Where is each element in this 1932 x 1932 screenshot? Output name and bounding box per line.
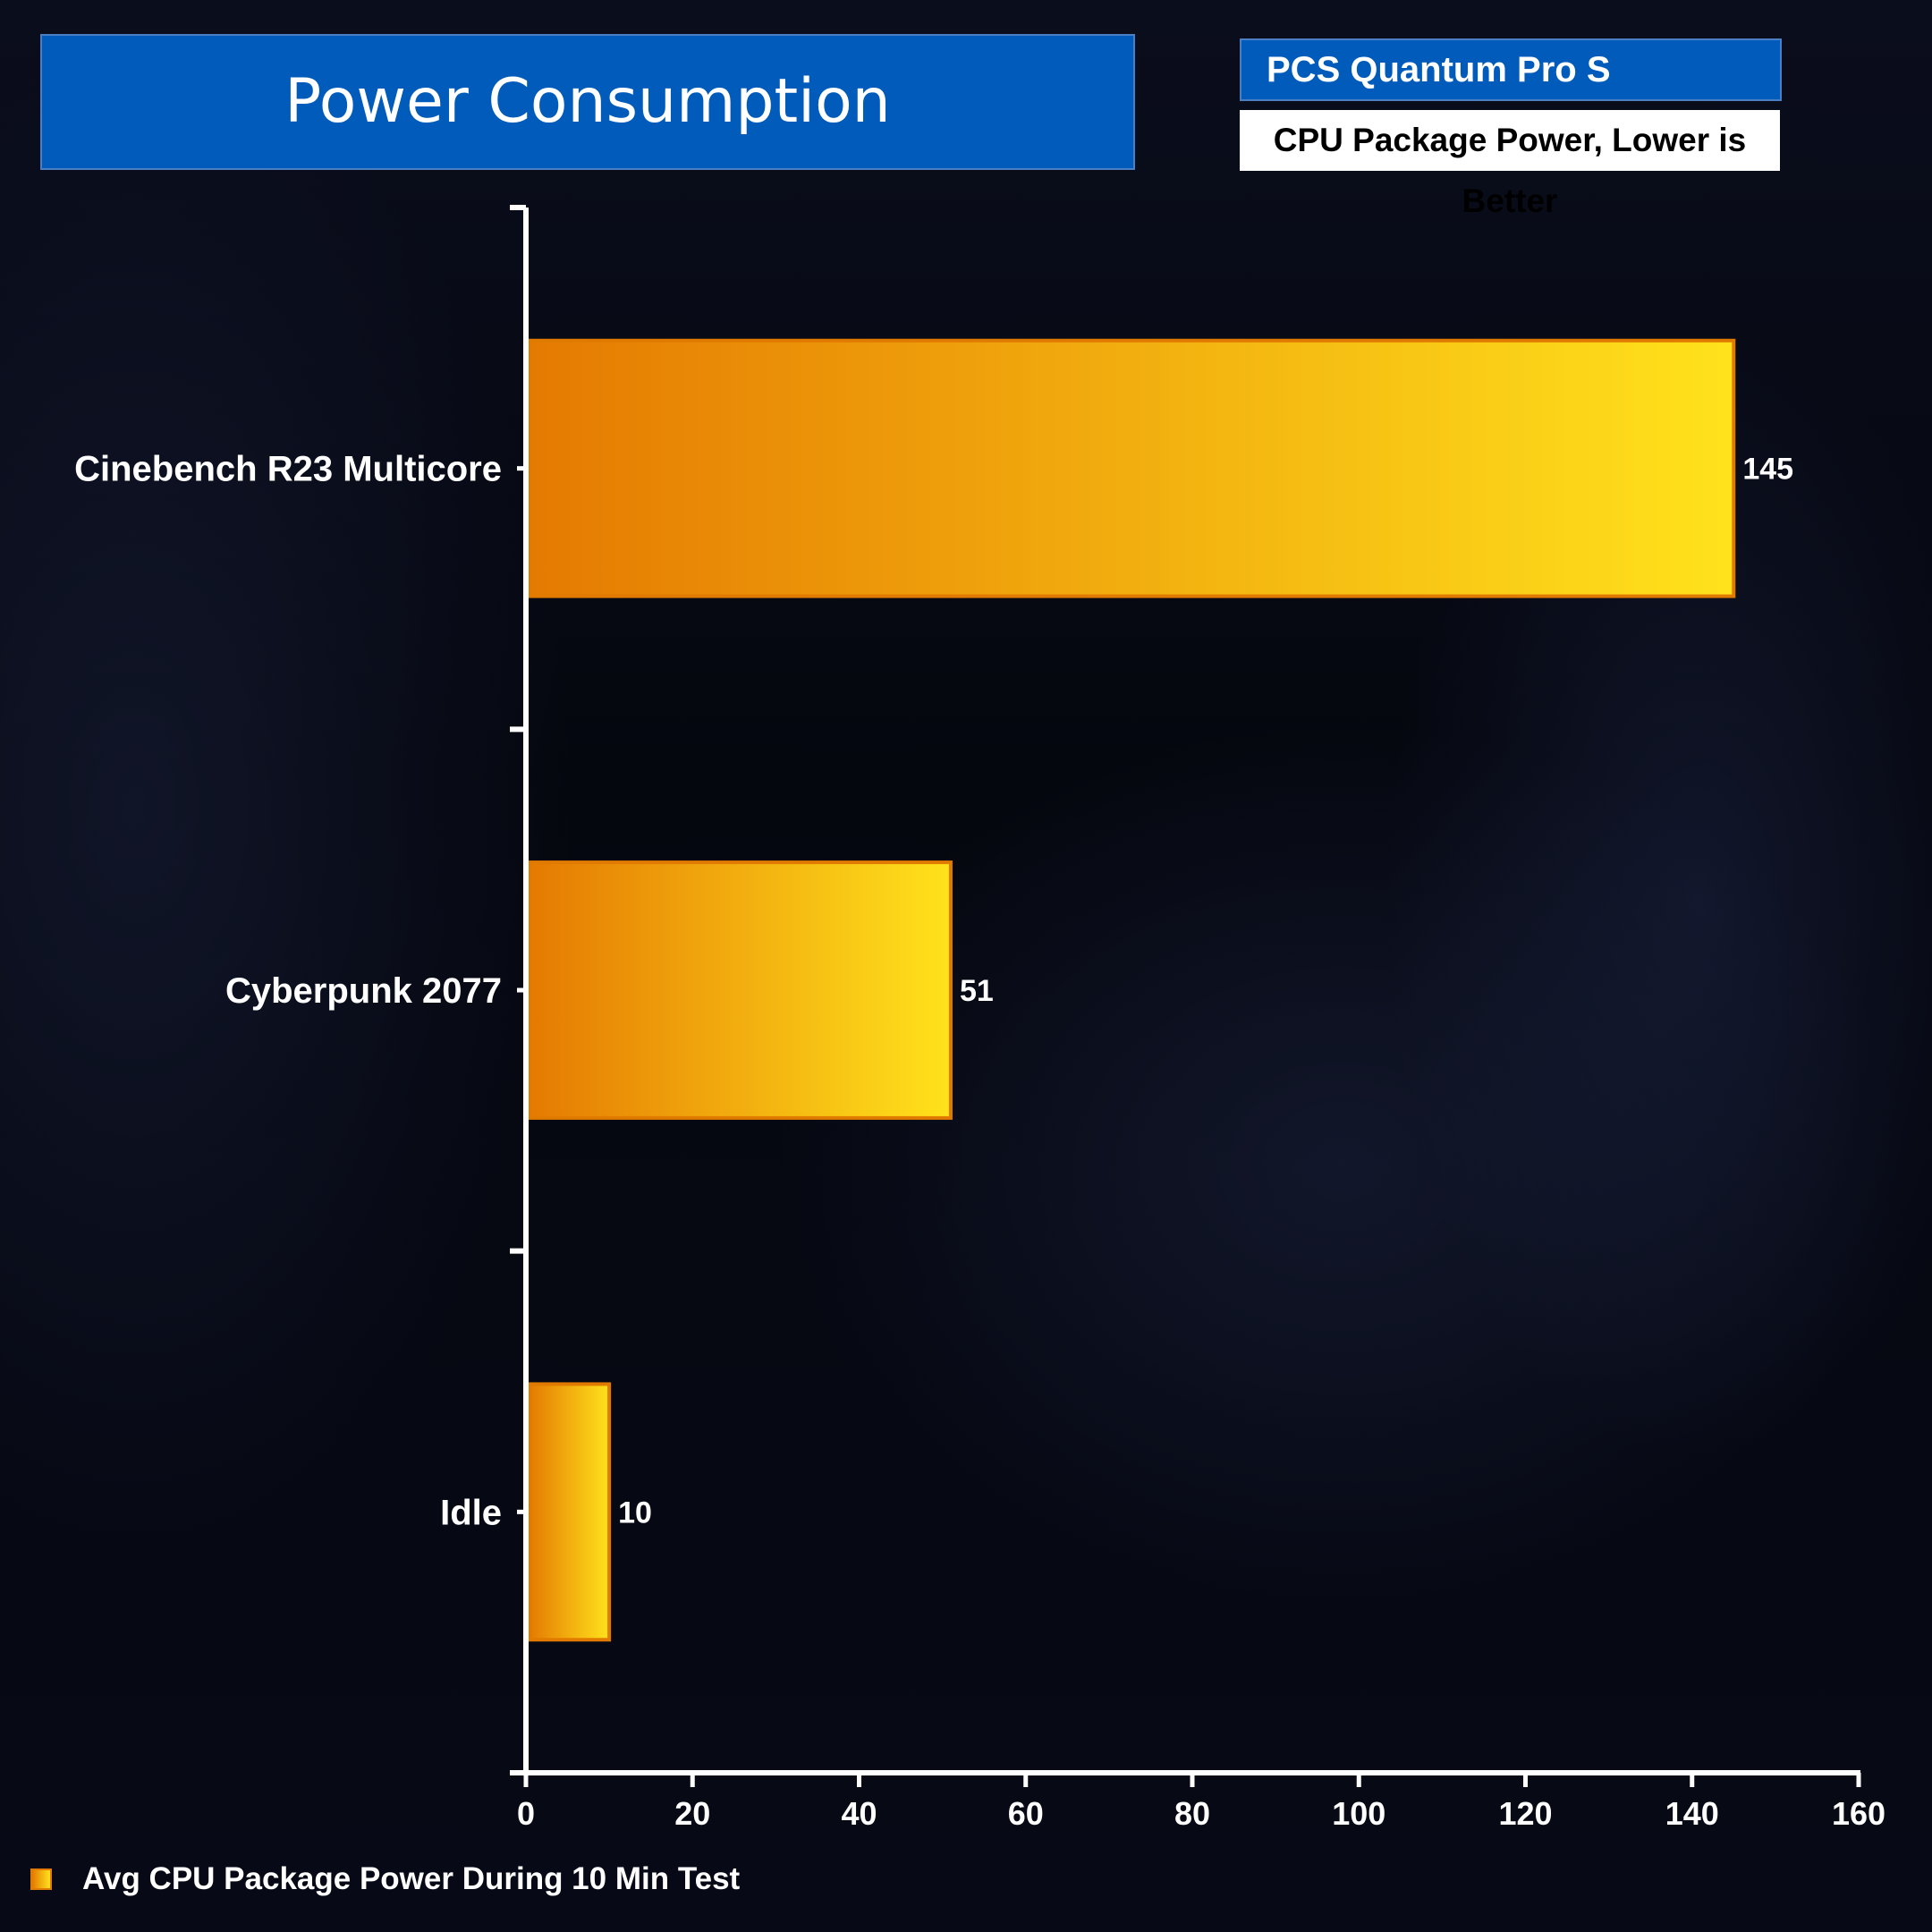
chart-subtitle: PCS Quantum Pro S: [1240, 38, 1782, 101]
legend-swatch: [30, 1868, 52, 1890]
chart-note: CPU Package Power, Lower is Better: [1240, 110, 1780, 219]
x-tick-label-3: 60: [1008, 1795, 1044, 1832]
category-label-1: Cyberpunk 2077: [225, 971, 502, 1011]
data-label-1: 51: [960, 974, 994, 1008]
x-tick-label-5: 100: [1332, 1795, 1385, 1832]
x-tick-label-7: 140: [1665, 1795, 1719, 1832]
bar-2: [528, 1382, 612, 1642]
legend: Avg CPU Package Power During 10 Min Test: [30, 1861, 741, 1896]
chart-title: Power Consumption: [40, 34, 1135, 170]
category-label-2: Idle: [440, 1493, 502, 1532]
data-label-0: 145: [1742, 453, 1793, 487]
x-tick-label-4: 80: [1174, 1795, 1210, 1832]
bar-0: [528, 338, 1736, 598]
x-tick-label-6: 120: [1498, 1795, 1552, 1832]
x-tick-label-8: 160: [1832, 1795, 1885, 1832]
x-tick-label-1: 20: [674, 1795, 710, 1832]
legend-label: Avg CPU Package Power During 10 Min Test: [82, 1861, 741, 1896]
category-label-0: Cinebench R23 Multicore: [74, 450, 502, 489]
bar-1: [528, 860, 953, 1120]
data-label-2: 10: [618, 1496, 652, 1530]
x-tick-label-2: 40: [841, 1795, 877, 1832]
x-tick-label-0: 0: [517, 1795, 535, 1832]
